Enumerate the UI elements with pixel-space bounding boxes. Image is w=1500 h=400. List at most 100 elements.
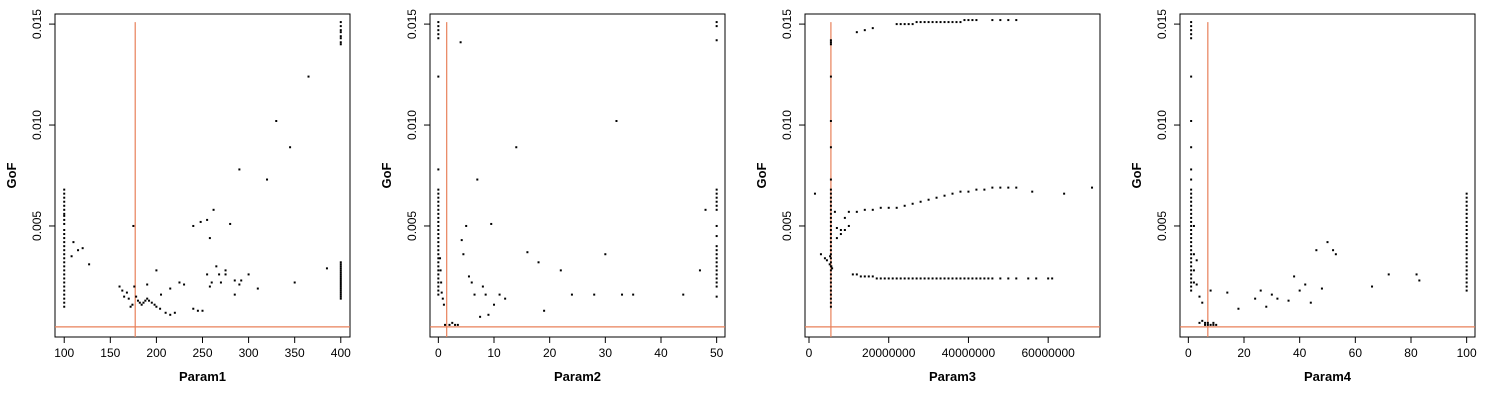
- y-axis-title: GoF: [1129, 162, 1144, 188]
- data-point: [715, 208, 718, 211]
- data-point: [470, 281, 473, 284]
- data-point: [155, 305, 158, 308]
- data-point: [1007, 186, 1010, 189]
- data-point: [987, 277, 990, 280]
- data-point: [1332, 249, 1335, 252]
- data-point: [829, 285, 832, 288]
- data-point: [1192, 253, 1195, 256]
- data-point: [437, 208, 440, 211]
- data-point: [63, 269, 66, 272]
- x-tick-label: 20: [1237, 346, 1251, 360]
- data-point: [715, 273, 718, 276]
- data-point: [63, 218, 66, 221]
- data-point: [192, 307, 195, 310]
- data-point: [895, 277, 898, 280]
- data-point: [967, 277, 970, 280]
- data-point: [1415, 273, 1418, 276]
- data-point: [459, 41, 462, 44]
- data-point: [967, 190, 970, 193]
- data-point: [437, 37, 440, 40]
- data-point: [1190, 220, 1193, 223]
- data-point: [1035, 277, 1038, 280]
- data-point: [233, 293, 236, 296]
- data-point: [1201, 319, 1204, 322]
- data-point: [829, 220, 832, 223]
- data-point: [715, 224, 718, 227]
- data-point: [991, 186, 994, 189]
- data-point: [77, 249, 80, 252]
- data-point: [484, 293, 487, 296]
- y-tick-label: 0.015: [780, 9, 794, 39]
- data-point: [1465, 261, 1468, 264]
- data-point: [715, 249, 718, 252]
- x-tick-label: 200: [146, 346, 166, 360]
- data-point: [1190, 257, 1193, 260]
- data-point: [615, 119, 618, 122]
- data-point: [1198, 295, 1201, 298]
- data-point: [1063, 192, 1066, 195]
- data-point: [955, 21, 958, 24]
- x-tick-label: 100: [1457, 346, 1477, 360]
- data-point: [829, 305, 832, 308]
- data-point: [1465, 192, 1468, 195]
- data-point: [437, 281, 440, 284]
- data-point: [829, 229, 832, 232]
- data-point: [829, 249, 832, 252]
- data-point: [515, 146, 518, 149]
- data-point: [476, 178, 479, 181]
- data-point: [339, 37, 342, 40]
- data-point: [339, 279, 342, 282]
- data-point: [1465, 241, 1468, 244]
- data-point: [129, 305, 132, 308]
- data-point: [63, 273, 66, 276]
- scatter-panel-param4: 0 20 40 60 80 100 0.005 0.010 0.015 Param4 GoF: [1129, 9, 1477, 384]
- data-point: [1190, 229, 1193, 232]
- data-point: [140, 303, 143, 306]
- data-point: [1195, 259, 1198, 262]
- data-point: [559, 269, 562, 272]
- data-point: [1334, 253, 1337, 256]
- data-point: [1190, 265, 1193, 268]
- data-point: [256, 287, 259, 290]
- data-point: [1298, 289, 1301, 292]
- data-point: [437, 265, 440, 268]
- data-point: [895, 23, 898, 26]
- data-point: [1465, 237, 1468, 240]
- data-point: [164, 311, 167, 314]
- data-point: [1190, 168, 1193, 171]
- data-point: [63, 188, 66, 191]
- data-point: [437, 269, 440, 272]
- data-point: [1304, 283, 1307, 286]
- data-point: [715, 265, 718, 268]
- data-point: [1190, 178, 1193, 181]
- data-point: [437, 273, 440, 276]
- data-point: [63, 281, 66, 284]
- x-tick-label: 350: [285, 346, 305, 360]
- data-point: [247, 273, 250, 276]
- data-point: [975, 188, 978, 191]
- data-point: [1192, 281, 1195, 284]
- data-point: [1190, 273, 1193, 276]
- x-tick-label: 100: [54, 346, 74, 360]
- data-point: [943, 277, 946, 280]
- data-point: [63, 222, 66, 225]
- data-point: [1051, 277, 1054, 280]
- data-point: [1204, 321, 1207, 324]
- data-point: [935, 277, 938, 280]
- data-point: [1270, 293, 1273, 296]
- data-point: [439, 257, 442, 260]
- data-point: [121, 289, 124, 292]
- data-point: [138, 301, 141, 304]
- data-point: [210, 281, 213, 284]
- y-tick-label: 0.010: [405, 110, 419, 140]
- data-point: [1190, 281, 1193, 284]
- data-point: [63, 245, 66, 248]
- data-point: [829, 245, 832, 248]
- x-axis-title: Param2: [554, 369, 601, 384]
- data-point: [437, 75, 440, 78]
- data-point: [863, 29, 866, 32]
- data-point: [828, 263, 831, 266]
- data-point: [1190, 119, 1193, 122]
- data-point: [604, 253, 607, 256]
- data-point: [467, 275, 470, 278]
